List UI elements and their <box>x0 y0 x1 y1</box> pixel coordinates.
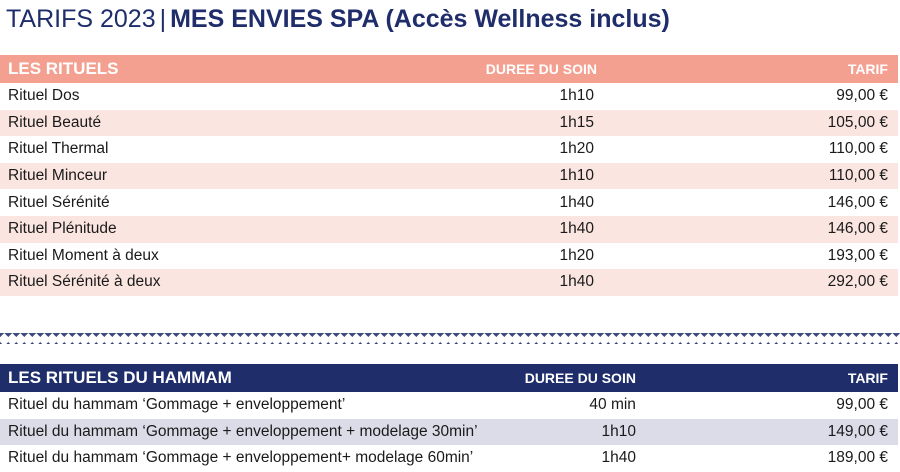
row-price: 149,00 € <box>795 418 898 446</box>
row-price: 105,00 € <box>780 109 898 137</box>
table-row: Rituel du hammam ‘Gommage + enveloppemen… <box>0 445 898 472</box>
page-title: TARIFS 2023 | MES ENVIES SPA (Accès Wellne… <box>6 2 670 36</box>
row-duration: 1h10 <box>487 418 796 446</box>
rituels-header-price: TARIF <box>780 55 898 83</box>
table-row: Rituel Plénitude 1h40 146,00 € <box>0 215 898 243</box>
row-name: Rituel Moment à deux <box>8 246 159 264</box>
rituels-header-name: LES RITUELS <box>0 55 426 83</box>
row-price: 99,00 € <box>836 87 888 105</box>
row-duration: 1h15 <box>426 109 780 137</box>
row-name: Rituel Sérénité <box>8 193 110 211</box>
title-separator: | <box>159 5 167 33</box>
row-duration: 1h20 <box>559 140 594 158</box>
hammam-table: LES RITUELS DU HAMMAM DUREE DU SOIN TARI… <box>0 364 898 472</box>
hammam-header-price: TARIF <box>795 364 898 392</box>
table-row: Rituel Dos 1h10 99,00 € <box>0 83 898 110</box>
table-row: Rituel Thermal 1h20 110,00 € <box>0 136 898 163</box>
row-name: Rituel Sérénité à deux <box>0 269 426 296</box>
row-name: Rituel Minceur <box>0 162 426 190</box>
row-duration: 1h40 <box>426 269 780 296</box>
row-name: Rituel du hammam ‘Gommage + enveloppemen… <box>8 396 346 414</box>
table-row: Rituel Beauté 1h15 105,00 € <box>0 109 898 137</box>
row-price: 110,00 € <box>780 162 898 190</box>
row-price: 99,00 € <box>836 396 888 414</box>
row-duration: 1h10 <box>426 162 780 190</box>
hammam-header-duration: DUREE DU SOIN <box>487 364 796 392</box>
decorative-divider-lower <box>0 338 900 344</box>
row-price: 193,00 € <box>827 246 888 264</box>
title-main: MES ENVIES SPA (Accès Wellness inclus) <box>170 5 670 33</box>
hammam-header-row: LES RITUELS DU HAMMAM DUREE DU SOIN TARI… <box>0 364 898 392</box>
row-name: Rituel du hammam ‘Gommage + enveloppemen… <box>0 418 488 446</box>
row-name: Rituel Thermal <box>8 140 109 158</box>
row-duration: 1h40 <box>559 193 594 211</box>
hammam-header-name: LES RITUELS DU HAMMAM <box>0 364 488 392</box>
row-price: 146,00 € <box>827 193 888 211</box>
row-duration: 1h20 <box>559 246 594 264</box>
rituels-header-row: LES RITUELS DUREE DU SOIN TARIF <box>0 55 898 83</box>
row-duration: 1h40 <box>601 449 636 467</box>
table-row: Rituel Sérénité 1h40 146,00 € <box>0 189 898 216</box>
table-row: Rituel du hammam ‘Gommage + enveloppemen… <box>0 418 898 446</box>
row-price: 146,00 € <box>780 215 898 243</box>
table-row: Rituel Moment à deux 1h20 193,00 € <box>0 243 898 270</box>
table-row: Rituel Minceur 1h10 110,00 € <box>0 162 898 190</box>
table-row: Rituel du hammam ‘Gommage + enveloppemen… <box>0 392 898 419</box>
row-duration: 40 min <box>589 396 636 414</box>
row-duration: 1h40 <box>426 215 780 243</box>
rituels-header-duration: DUREE DU SOIN <box>426 55 780 83</box>
row-name: Rituel du hammam ‘Gommage + enveloppemen… <box>8 449 474 467</box>
row-name: Rituel Plénitude <box>0 215 426 243</box>
row-price: 189,00 € <box>827 449 888 467</box>
row-price: 292,00 € <box>780 269 898 296</box>
row-name: Rituel Dos <box>8 87 80 105</box>
row-name: Rituel Beauté <box>0 109 426 137</box>
table-row: Rituel Sérénité à deux 1h40 292,00 € <box>0 269 898 296</box>
rituels-table: LES RITUELS DUREE DU SOIN TARIF Rituel D… <box>0 55 898 296</box>
row-price: 110,00 € <box>828 140 888 158</box>
title-prefix: TARIFS 2023 <box>6 5 156 33</box>
row-duration: 1h10 <box>559 87 594 105</box>
